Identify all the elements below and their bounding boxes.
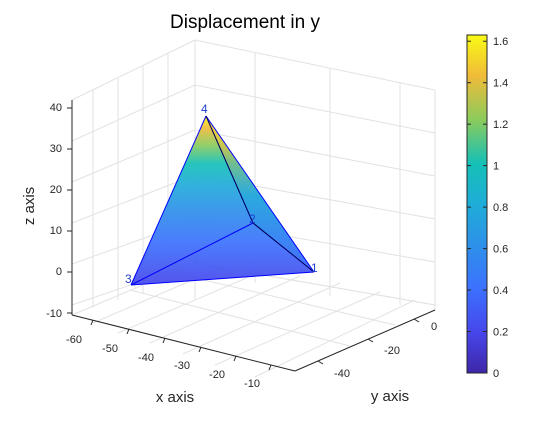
colorbar: 0 0.2 0.4 0.6 0.8 1 1.2 1.4 1.6 [466, 34, 508, 380]
colorbar-tick-label: 0.6 [493, 244, 508, 256]
node-label-2: 2 [249, 212, 256, 226]
x-axis-ticks: -60 -50 -40 -30 -20 -10 [66, 334, 260, 390]
x-tick-label: -20 [209, 369, 225, 381]
colorbar-tick-label: 0.2 [493, 327, 508, 339]
node-label-3: 3 [125, 272, 132, 286]
z-tick-label: 20 [50, 184, 62, 196]
tetrahedron-surface [130, 115, 315, 286]
y-axis-label: y axis [371, 388, 409, 405]
mesh-edges-dark [205, 115, 315, 273]
colorbar-tick-label: 1.4 [493, 78, 508, 90]
colorbar-ticks: 0 0.2 0.4 0.6 0.8 1 1.2 1.4 1.6 [467, 36, 508, 380]
node-labels: 1 2 3 4 [125, 102, 318, 286]
node-label-1: 1 [311, 261, 318, 275]
z-tick-marks [67, 107, 72, 314]
x-tick-label: -10 [244, 378, 260, 390]
x-tick-marks [90, 319, 272, 371]
colorbar-tick-label: 0 [493, 368, 499, 380]
z-tick-label: -10 [46, 308, 62, 320]
colorbar-tick-label: 1.2 [493, 119, 508, 131]
y-tick-marks [317, 318, 420, 365]
colorbar-tick-label: 0.8 [493, 202, 508, 214]
colorbar-tick-label: 0.4 [493, 285, 508, 297]
chart-title: Displacement in y [170, 12, 320, 33]
z-tick-label: 10 [50, 225, 62, 237]
z-axis-ticks: -10 0 10 20 30 40 [46, 102, 62, 320]
colorbar-tick-label: 1 [493, 161, 499, 173]
y-tick-label: -20 [384, 345, 400, 357]
y-tick-label: 0 [431, 321, 437, 333]
y-tick-label: -40 [334, 368, 350, 380]
x-tick-label: -30 [174, 360, 190, 372]
x-tick-label: -50 [102, 343, 118, 355]
x-axis-label: x axis [156, 389, 194, 406]
y-axis-ticks: -40 -20 0 [334, 321, 437, 380]
face-front [131, 116, 314, 285]
z-axis-label: z axis [21, 187, 38, 225]
z-tick-label: 0 [56, 266, 62, 278]
z-tick-label: 30 [50, 143, 62, 155]
x-tick-label: -60 [66, 334, 82, 346]
node-label-4: 4 [201, 102, 208, 116]
x-tick-label: -40 [138, 352, 154, 364]
colorbar-tick-label: 1.6 [493, 36, 508, 48]
z-tick-label: 40 [50, 102, 62, 114]
colorbar-gradient [466, 34, 488, 374]
